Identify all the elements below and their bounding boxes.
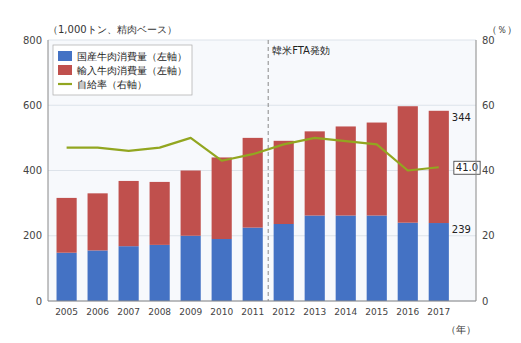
grid-line [48, 105, 476, 106]
y-tick-label: 600 [23, 100, 42, 111]
grid-line [48, 301, 476, 302]
legend-label: 輸入牛肉消費量（左軸） [77, 65, 187, 76]
annotation: 韓米FTA発効 [272, 45, 330, 56]
annotation-line [268, 40, 269, 301]
x-tick-label: 2010 [210, 307, 233, 317]
marks [57, 106, 449, 301]
y2-tick-label: 80 [482, 35, 495, 46]
data-label: 41.0 [456, 162, 478, 173]
x-tick-label: 2011 [241, 307, 264, 317]
x-tick-label: 2007 [117, 307, 140, 317]
legend-swatch [58, 51, 72, 61]
y2-tick-label: 60 [482, 100, 495, 111]
bar [150, 182, 170, 245]
x-tick-label: 2005 [55, 307, 78, 317]
data-label: 344 [452, 112, 471, 123]
bar [181, 171, 201, 236]
bar [398, 223, 418, 301]
x-tick-label: 2016 [396, 307, 419, 317]
chart: 239 344 41.0 韓米FTA発効 0 200 400 600 800 0 20 40 60 80 2… [0, 0, 521, 343]
y-tick-label: 0 [36, 296, 42, 307]
x-axis [48, 301, 476, 302]
bar [119, 246, 139, 301]
bar [88, 250, 108, 301]
bar [274, 141, 294, 224]
x-tick-label: 2014 [334, 307, 357, 317]
y2-axis [476, 40, 477, 301]
bar [305, 216, 325, 301]
bar [367, 123, 387, 216]
bar [212, 157, 232, 239]
legend-swatch [58, 65, 72, 75]
bar [88, 193, 108, 250]
legend-label: 国産牛肉消費量（左軸） [77, 51, 187, 62]
x-tick-label: 2017 [427, 307, 450, 317]
grid-line [48, 40, 476, 41]
bar [57, 253, 77, 301]
x-axis-label: （年） [446, 324, 476, 335]
legend-swatch [58, 83, 72, 85]
y-axis-label: （1,000トン、精肉ベース） [48, 24, 177, 35]
bar [57, 198, 77, 253]
bar [119, 181, 139, 246]
x-tick-label: 2013 [303, 307, 326, 317]
legend: 国産牛肉消費量（左軸） 輸入牛肉消費量（左軸） 自給率（右軸） [53, 45, 192, 95]
y2-tick-label: 0 [482, 296, 488, 307]
x-tick-label: 2009 [179, 307, 202, 317]
legend-box [53, 45, 192, 95]
bar [181, 236, 201, 301]
line [67, 138, 439, 171]
bar [212, 239, 232, 301]
y-tick-label: 800 [23, 35, 42, 46]
x-tick-label: 2008 [148, 307, 171, 317]
bar [429, 223, 449, 301]
bar [274, 224, 294, 301]
bar [336, 216, 356, 301]
x-tick-label: 2006 [86, 307, 109, 317]
x-tick-label: 2012 [272, 307, 295, 317]
bar [367, 216, 387, 301]
x-tick-label: 2015 [365, 307, 388, 317]
data-label: 239 [452, 224, 471, 235]
y-axis [48, 40, 49, 301]
bar [305, 131, 325, 215]
bar [150, 245, 170, 301]
y2-tick-label: 40 [482, 165, 495, 176]
y2-tick-label: 20 [482, 230, 495, 241]
legend-label: 自給率（右軸） [77, 79, 147, 90]
plot-area [48, 40, 476, 301]
y-tick-label: 400 [23, 165, 42, 176]
bar [243, 228, 263, 301]
y-tick-label: 200 [23, 230, 42, 241]
y2-axis-label: （％） [487, 24, 517, 35]
